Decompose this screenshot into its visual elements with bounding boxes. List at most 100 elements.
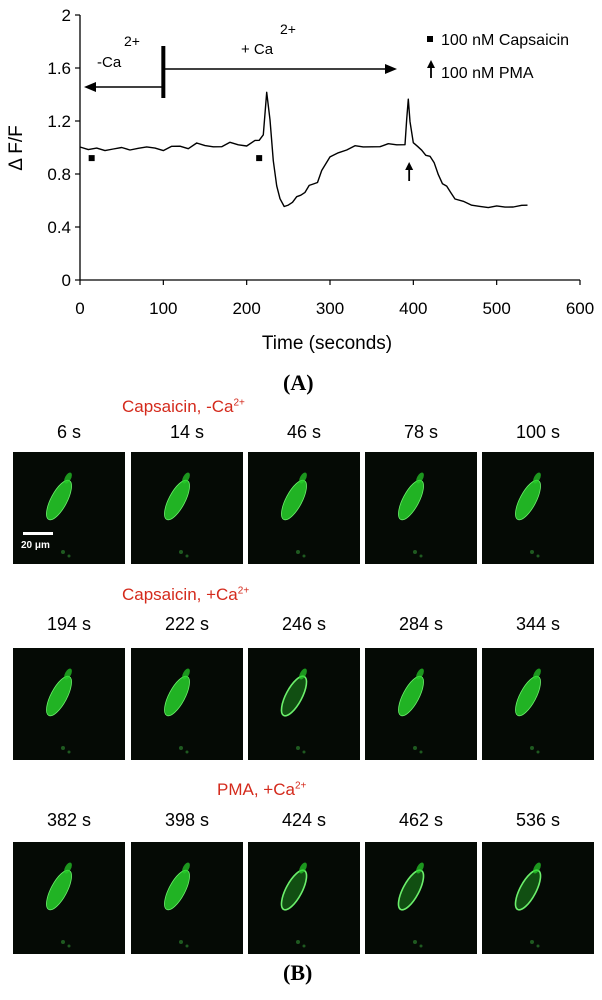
cell-image bbox=[46, 862, 72, 948]
debris-dot bbox=[530, 550, 534, 554]
series-line bbox=[79, 91, 528, 209]
fluorescence-image bbox=[365, 842, 477, 954]
x-tick-label: 200 bbox=[232, 299, 260, 318]
cell-body bbox=[164, 480, 190, 520]
cell-image bbox=[398, 668, 424, 754]
minus-ca-label-sup: 2+ bbox=[124, 33, 140, 49]
cell-tip bbox=[182, 668, 190, 680]
debris-dot bbox=[413, 550, 417, 554]
line-chart: 00.40.81.21.62 0 100 200 300 400 500 600 -Ca2+… bbox=[6, 6, 594, 354]
cell-image bbox=[164, 862, 190, 948]
fluorescence-image bbox=[131, 842, 243, 954]
time-label: 78 s bbox=[403, 422, 439, 442]
cell-tip bbox=[299, 472, 307, 484]
fluorescence-image bbox=[482, 452, 594, 564]
minus-ca-arrowhead bbox=[84, 82, 96, 92]
cell-image bbox=[280, 668, 308, 754]
time-label: 382 s bbox=[46, 810, 92, 830]
fluorescence-image bbox=[131, 648, 243, 760]
time-label: 246 s bbox=[281, 614, 327, 634]
time-label: 344 s bbox=[515, 614, 561, 634]
cell-body bbox=[164, 676, 190, 716]
debris-dot bbox=[536, 750, 540, 754]
cell-tip bbox=[64, 668, 72, 680]
x-tick-label: 0 bbox=[75, 299, 84, 318]
debris-dot bbox=[302, 750, 306, 754]
cell-body bbox=[46, 480, 72, 520]
debris-dot bbox=[530, 940, 534, 944]
condition-text: PMA, +Ca bbox=[217, 780, 295, 799]
cell-body bbox=[515, 480, 541, 520]
debris-dot bbox=[185, 944, 189, 948]
x-tick-label: 300 bbox=[316, 299, 344, 318]
cell-body bbox=[398, 676, 424, 716]
y-tick-label: 1.6 bbox=[47, 59, 71, 78]
fluorescence-image bbox=[248, 842, 360, 954]
condition-label: PMA, +Ca2+ bbox=[217, 780, 306, 800]
time-label: 398 s bbox=[164, 810, 210, 830]
cell-body bbox=[46, 676, 72, 716]
debris-dot bbox=[419, 750, 423, 754]
cell-tip bbox=[299, 862, 307, 874]
fluorescence-image bbox=[482, 842, 594, 954]
debris-dot bbox=[536, 554, 540, 558]
cell-tip bbox=[533, 862, 541, 874]
cell-body bbox=[164, 870, 190, 910]
condition-text: Capsaicin, +Ca bbox=[122, 585, 238, 604]
cell-body bbox=[515, 676, 541, 716]
y-tick-label: 0.4 bbox=[47, 218, 71, 237]
fluorescence-image bbox=[248, 452, 360, 564]
x-axis-label: Time (seconds) bbox=[262, 333, 392, 354]
debris-dot bbox=[296, 940, 300, 944]
cell-image bbox=[164, 472, 190, 558]
cell-body bbox=[398, 870, 424, 910]
debris-dot bbox=[419, 554, 423, 558]
minus-ca-label: -Ca bbox=[97, 54, 122, 71]
capsaicin-marker bbox=[88, 155, 95, 162]
time-label: 194 s bbox=[46, 614, 92, 634]
cell-body bbox=[515, 870, 541, 910]
y-axis-label: Δ F/F bbox=[6, 125, 27, 170]
time-label: 462 s bbox=[398, 810, 444, 830]
cell-tip bbox=[533, 668, 541, 680]
time-label: 14 s bbox=[169, 422, 205, 442]
scale-bar-label: 20 μm bbox=[21, 540, 50, 551]
y-axis: 0 0.4 0.8 1.2 1.6 2 bbox=[47, 6, 81, 290]
time-label: 46 s bbox=[286, 422, 322, 442]
y-tick-label: 0.8 bbox=[47, 165, 71, 184]
condition-label: Capsaicin, +Ca2+ bbox=[122, 585, 249, 605]
cell-body bbox=[281, 870, 307, 910]
plus-ca-arrowhead bbox=[385, 64, 397, 74]
cell-tip bbox=[416, 472, 424, 484]
cell-body bbox=[281, 480, 307, 520]
debris-dot bbox=[185, 554, 189, 558]
time-label: 284 s bbox=[398, 614, 444, 634]
time-label: 6 s bbox=[56, 422, 81, 442]
debris-dot bbox=[61, 940, 65, 944]
fluorescence-image bbox=[13, 648, 125, 760]
condition-superscript: 2+ bbox=[233, 397, 245, 409]
time-label: 222 s bbox=[164, 614, 210, 634]
cell-image bbox=[46, 668, 72, 754]
debris-dot bbox=[179, 746, 183, 750]
legend-pma-arrowhead bbox=[427, 60, 435, 68]
fluorescence-image bbox=[482, 648, 594, 760]
cell-tip bbox=[533, 472, 541, 484]
y-tick-label: 2 bbox=[62, 6, 71, 25]
debris-dot bbox=[61, 550, 65, 554]
cell-image bbox=[397, 862, 425, 948]
time-label: 424 s bbox=[281, 810, 327, 830]
debris-dot bbox=[179, 550, 183, 554]
time-label: 536 s bbox=[515, 810, 561, 830]
cell-image bbox=[515, 472, 541, 558]
cell-image bbox=[514, 862, 542, 948]
cell-tip bbox=[416, 668, 424, 680]
plus-ca-label: + Ca bbox=[241, 41, 274, 58]
capsaicin-marker bbox=[256, 155, 263, 162]
cell-tip bbox=[64, 862, 72, 874]
cell-tip bbox=[182, 472, 190, 484]
x-tick-label: 500 bbox=[482, 299, 510, 318]
cell-body bbox=[281, 676, 307, 716]
fluorescence-image bbox=[131, 452, 243, 564]
